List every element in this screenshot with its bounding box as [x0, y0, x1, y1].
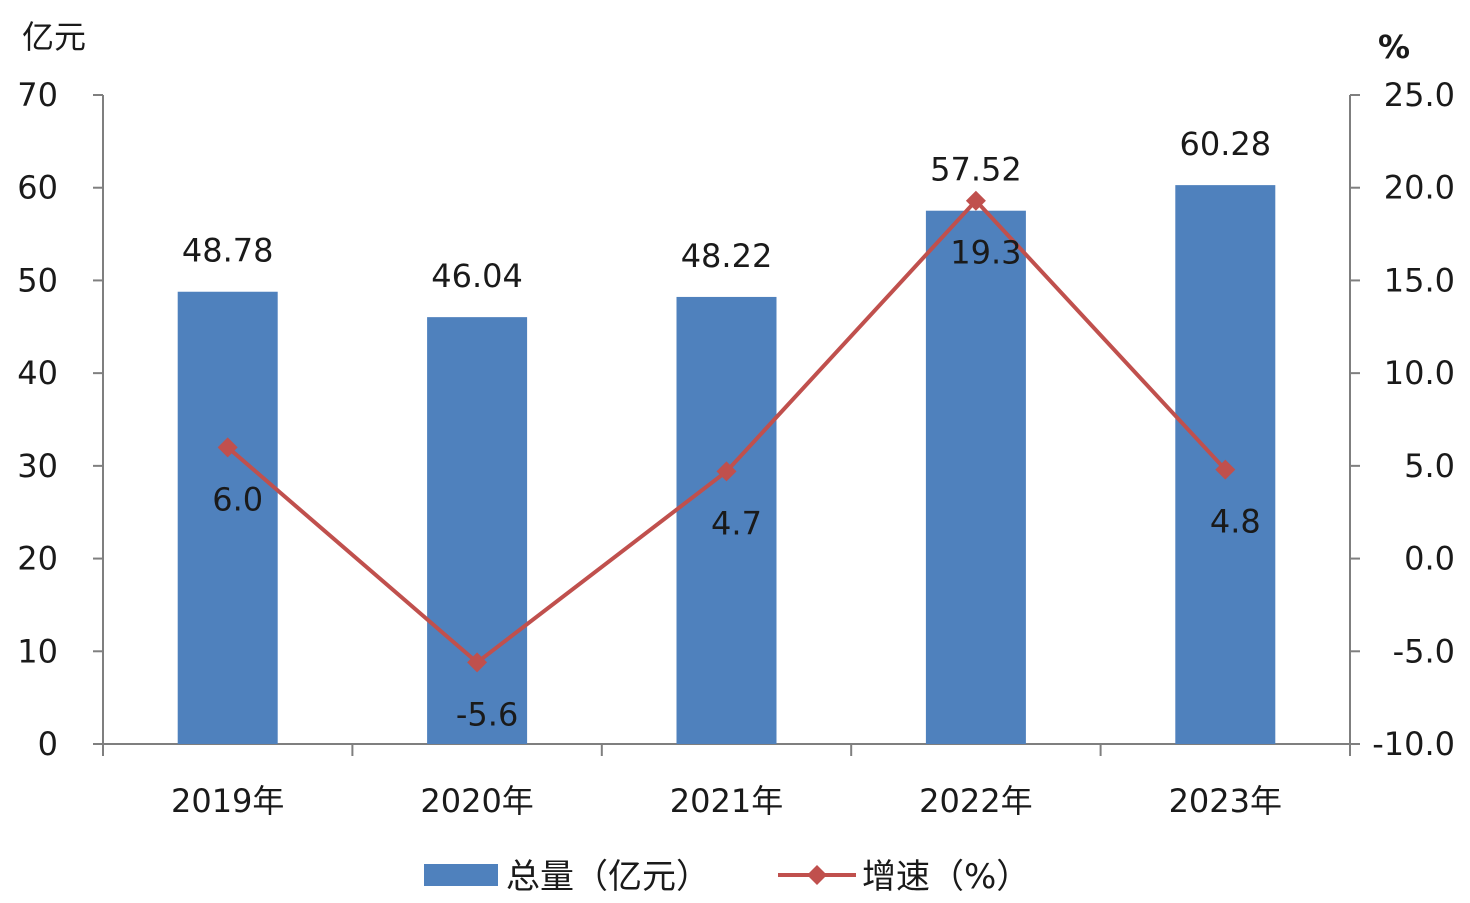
x-axis-tick-label: 2020年: [420, 782, 533, 820]
growth-point: [1215, 459, 1236, 480]
legend: 总量（亿元） 增速（%）: [424, 857, 1030, 897]
legend-line-marker: [807, 865, 827, 885]
left-axis-tick-label: 20: [17, 540, 58, 578]
legend-bar-label: 总量（亿元）: [506, 857, 710, 897]
right-axis-tick-label: -5.0: [1393, 632, 1455, 670]
right-axis-tick-label: 10.0: [1384, 354, 1455, 392]
left-axis-tick-label: 40: [17, 354, 58, 392]
growth-point: [716, 461, 737, 482]
left-axis-tick-label: 30: [17, 447, 58, 485]
x-axis-tick-label: 2022年: [919, 782, 1032, 820]
right-axis-tick-label: 20.0: [1384, 169, 1455, 207]
growth-point: [217, 437, 238, 458]
right-axis-tick-label: -10.0: [1372, 725, 1455, 763]
growth-value-label: -5.6: [456, 695, 518, 733]
growth-point: [467, 652, 488, 673]
right-axis-tick-label: 5.0: [1404, 447, 1455, 485]
bar: [427, 317, 528, 744]
growth-value-label: 4.8: [1210, 503, 1261, 541]
bar-value-label: 60.28: [1179, 125, 1271, 163]
growth-value-label: 19.3: [950, 234, 1021, 272]
bar-value-label: 57.52: [930, 151, 1022, 189]
left-axis-unit: 亿元: [22, 18, 86, 56]
left-axis-tick-label: 0: [38, 725, 58, 763]
x-axis-tick-label: 2019年: [171, 782, 284, 820]
left-axis: 0 10 20 30 40 50 60 70: [17, 76, 104, 763]
growth-value-label: 6.0: [212, 480, 263, 518]
left-axis-tick-label: 60: [17, 169, 58, 207]
x-axis-tick-label: 2021年: [670, 782, 783, 820]
left-axis-tick-label: 70: [17, 76, 58, 114]
right-axis-unit: %: [1378, 28, 1410, 66]
x-axis-tick-label: 2023年: [1169, 782, 1282, 820]
legend-bar-swatch: [424, 864, 498, 886]
bar: [676, 296, 777, 744]
growth-point: [965, 190, 986, 211]
left-axis-tick-label: 50: [17, 261, 58, 299]
bar-value-label: 46.04: [431, 257, 523, 295]
bar-series: [177, 185, 1276, 745]
bar: [177, 291, 278, 744]
right-axis-tick-label: 15.0: [1384, 261, 1455, 299]
growth-value-label: 4.7: [711, 504, 762, 542]
x-axis: 2019年 2020年 2021年 2022年 2023年: [102, 743, 1351, 820]
bar-value-label: 48.22: [681, 237, 773, 275]
data-labels: 48.78 46.04 48.22 57.52 60.28 6.0 -5.6 4.7 19.3 4…: [182, 125, 1271, 733]
bar: [925, 210, 1026, 745]
line-series: [217, 190, 1236, 673]
right-axis-tick-label: 25.0: [1384, 76, 1455, 114]
right-axis-tick-label: 0.0: [1404, 540, 1455, 578]
legend-line-label: 增速（%）: [862, 857, 1030, 897]
left-axis-tick-label: 10: [17, 632, 58, 670]
bar-value-label: 48.78: [182, 232, 274, 270]
right-axis: -10.0 -5.0 0.0 5.0 10.0 15.0 20.0 25.0: [1349, 76, 1455, 763]
